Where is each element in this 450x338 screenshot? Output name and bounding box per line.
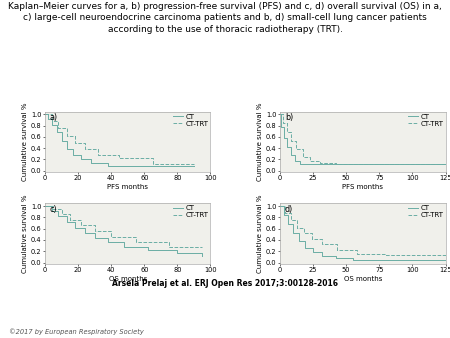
Y-axis label: Cumulative survival %: Cumulative survival % <box>257 194 263 273</box>
Y-axis label: Cumulative survival %: Cumulative survival % <box>22 102 28 181</box>
Legend: CT, CT-TRT: CT, CT-TRT <box>407 205 444 219</box>
X-axis label: OS months: OS months <box>108 276 147 282</box>
Text: a): a) <box>50 113 58 122</box>
X-axis label: PFS months: PFS months <box>107 184 148 190</box>
Legend: CT, CT-TRT: CT, CT-TRT <box>172 113 209 127</box>
X-axis label: OS months: OS months <box>343 276 382 282</box>
Text: d): d) <box>285 205 293 214</box>
Text: b): b) <box>285 113 293 122</box>
Text: ©2017 by European Respiratory Society: ©2017 by European Respiratory Society <box>9 328 144 335</box>
Legend: CT, CT-TRT: CT, CT-TRT <box>407 113 444 127</box>
Y-axis label: Cumulative survival %: Cumulative survival % <box>22 194 28 273</box>
Legend: CT, CT-TRT: CT, CT-TRT <box>172 205 209 219</box>
Y-axis label: Cumulative survival %: Cumulative survival % <box>257 102 263 181</box>
Text: Kaplan–Meier curves for a, b) progression-free survival (PFS) and c, d) overall : Kaplan–Meier curves for a, b) progressio… <box>8 2 442 34</box>
Text: Arsela Prelaj et al. ERJ Open Res 2017;3:00128-2016: Arsela Prelaj et al. ERJ Open Res 2017;3… <box>112 279 338 288</box>
X-axis label: PFS months: PFS months <box>342 184 383 190</box>
Text: c): c) <box>50 205 58 214</box>
